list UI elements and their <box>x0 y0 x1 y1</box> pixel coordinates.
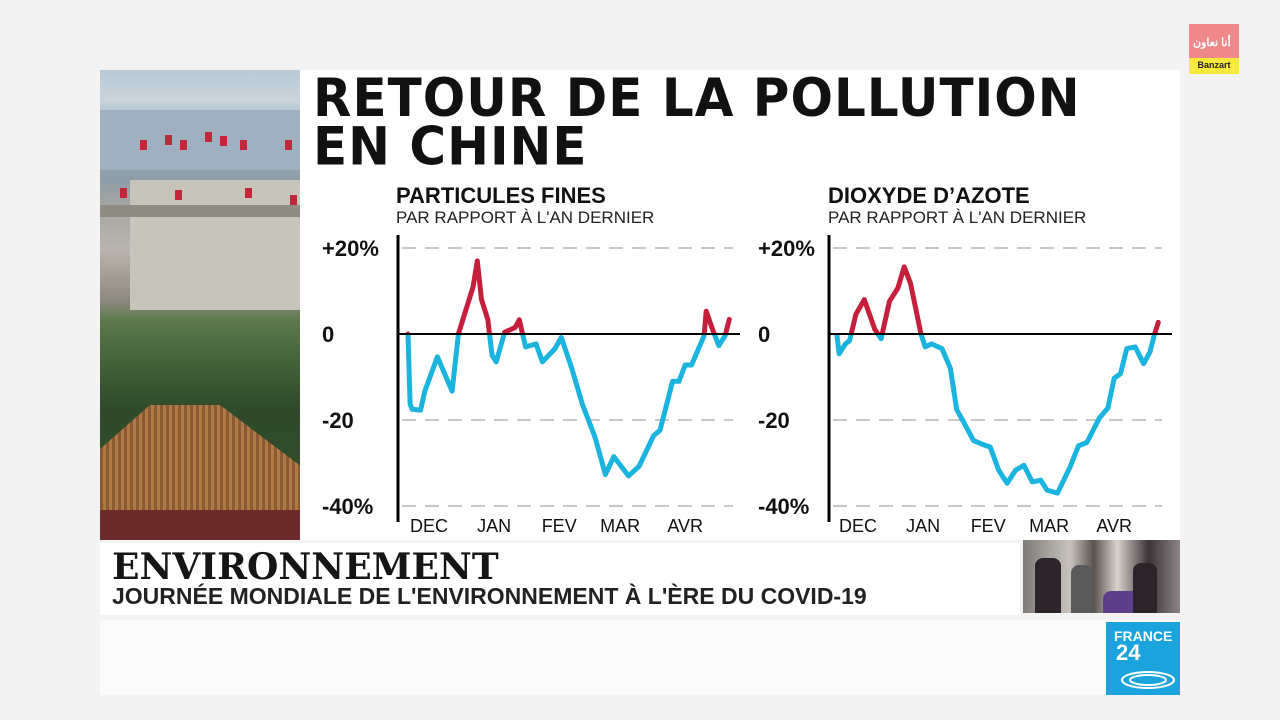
y-tick-label: -40% <box>758 494 809 519</box>
y-tick-label: +20% <box>322 236 379 261</box>
y-tick-label: -20 <box>322 408 354 433</box>
y-tick-label: 0 <box>322 322 334 347</box>
series-line-below-zero <box>405 334 729 479</box>
x-tick-label: DEC <box>839 516 877 536</box>
headline-line2: EN CHINE <box>313 116 588 177</box>
banzart-arabic: أنا نعاون <box>1193 37 1231 49</box>
x-tick-label: AVR <box>1096 516 1132 536</box>
x-tick-label: FEV <box>542 516 577 536</box>
y-tick-label: -20 <box>758 408 790 433</box>
y-tick-label: 0 <box>758 322 770 347</box>
chart2-subtitle: PAR RAPPORT À L'AN DERNIER <box>828 208 1087 227</box>
logo-swoosh-icon <box>1121 671 1175 689</box>
lower-third <box>100 543 1020 615</box>
logo-text-france: FRANCE <box>1114 628 1173 644</box>
headline: RETOUR DE LA POLLUTION EN CHINE <box>313 67 1081 177</box>
x-tick-label: MAR <box>1029 516 1069 536</box>
chart1-subtitle: PAR RAPPORT À L'AN DERNIER <box>396 208 655 227</box>
x-tick-label: AVR <box>667 516 703 536</box>
logo-text-24: 24 <box>1116 640 1141 665</box>
headline-line1: RETOUR DE LA POLLUTION <box>313 67 1081 129</box>
x-tick-label: MAR <box>600 516 640 536</box>
banzart-name: Banzart <box>1189 58 1239 74</box>
france24-logo: FRANCE 24 <box>1106 622 1180 695</box>
beijing-photo <box>100 70 300 540</box>
ticker-band <box>100 620 1180 695</box>
banzart-logo: أنا نعاون Banzart <box>1189 24 1239 74</box>
topic-label: ENVIRONNEMENT <box>112 546 499 588</box>
y-tick-label: +20% <box>758 236 815 261</box>
series-line-above-zero <box>835 264 1161 334</box>
x-tick-label: JAN <box>477 516 511 536</box>
chart2-title: DIOXYDE D’AZOTE <box>828 183 1030 208</box>
story-subtitle: JOURNÉE MONDIALE DE L'ENVIRONNEMENT À L'… <box>112 583 867 609</box>
x-tick-label: JAN <box>906 516 940 536</box>
x-tick-label: DEC <box>410 516 448 536</box>
y-tick-label: -40% <box>322 494 373 519</box>
series-line-below-zero <box>834 334 1158 496</box>
chart1-title: PARTICULES FINES <box>396 183 606 208</box>
video-thumbnail <box>1023 540 1180 613</box>
x-tick-label: FEV <box>971 516 1006 536</box>
nitrogen-dioxide-chart: +20% 0 -20 -40% DEC JAN FEV MAR AVR <box>758 235 1172 536</box>
fine-particles-chart: +20% 0 -20 -40% DEC JAN FEV MAR AVR <box>322 235 740 536</box>
